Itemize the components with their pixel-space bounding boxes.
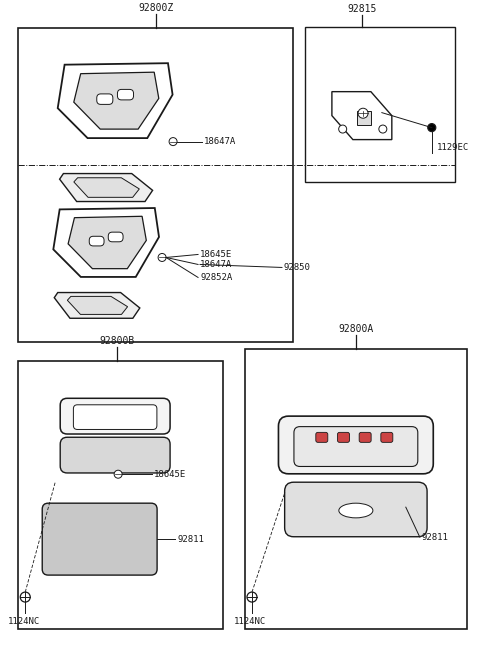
FancyBboxPatch shape	[42, 503, 157, 575]
Text: 92815: 92815	[347, 4, 376, 14]
Text: 92800Z: 92800Z	[138, 3, 173, 12]
FancyBboxPatch shape	[89, 237, 104, 246]
FancyBboxPatch shape	[97, 94, 113, 104]
Ellipse shape	[339, 503, 373, 518]
Text: 18647A: 18647A	[204, 137, 236, 146]
Circle shape	[247, 592, 257, 602]
Circle shape	[428, 124, 436, 131]
Text: 1124NC: 1124NC	[8, 616, 40, 625]
FancyBboxPatch shape	[285, 482, 427, 537]
Text: 92811: 92811	[177, 535, 204, 543]
Polygon shape	[67, 296, 128, 315]
FancyBboxPatch shape	[118, 89, 133, 100]
Bar	[18, 28, 293, 342]
FancyBboxPatch shape	[337, 432, 349, 442]
FancyBboxPatch shape	[278, 416, 433, 474]
Text: 1129EC: 1129EC	[437, 143, 469, 152]
Polygon shape	[74, 178, 139, 197]
Bar	[245, 350, 467, 629]
Text: 92852A: 92852A	[200, 273, 232, 282]
FancyBboxPatch shape	[60, 398, 170, 434]
Polygon shape	[357, 111, 371, 125]
Polygon shape	[58, 63, 173, 138]
FancyBboxPatch shape	[108, 232, 123, 242]
Polygon shape	[332, 92, 392, 139]
Circle shape	[20, 592, 30, 602]
Circle shape	[158, 254, 166, 261]
Text: 92800B: 92800B	[99, 336, 134, 346]
Text: 1124NC: 1124NC	[234, 616, 266, 625]
Bar	[18, 361, 223, 629]
FancyBboxPatch shape	[316, 432, 328, 442]
Circle shape	[358, 108, 368, 118]
Polygon shape	[53, 208, 159, 277]
Text: 18645E: 18645E	[200, 250, 232, 259]
Text: 92850: 92850	[284, 263, 311, 272]
FancyBboxPatch shape	[73, 405, 157, 430]
FancyBboxPatch shape	[60, 438, 170, 473]
Polygon shape	[68, 216, 146, 269]
Text: 92811: 92811	[422, 533, 449, 541]
Polygon shape	[54, 292, 140, 318]
Text: 18647A: 18647A	[200, 260, 232, 269]
Bar	[305, 27, 455, 181]
FancyBboxPatch shape	[359, 432, 371, 442]
Polygon shape	[60, 173, 153, 202]
Polygon shape	[74, 72, 159, 129]
FancyBboxPatch shape	[381, 432, 393, 442]
Circle shape	[169, 137, 177, 146]
Text: 18645E: 18645E	[154, 470, 186, 479]
Circle shape	[114, 470, 122, 478]
Circle shape	[339, 125, 347, 133]
Text: 92800A: 92800A	[338, 325, 373, 334]
FancyBboxPatch shape	[294, 426, 418, 466]
Circle shape	[379, 125, 387, 133]
